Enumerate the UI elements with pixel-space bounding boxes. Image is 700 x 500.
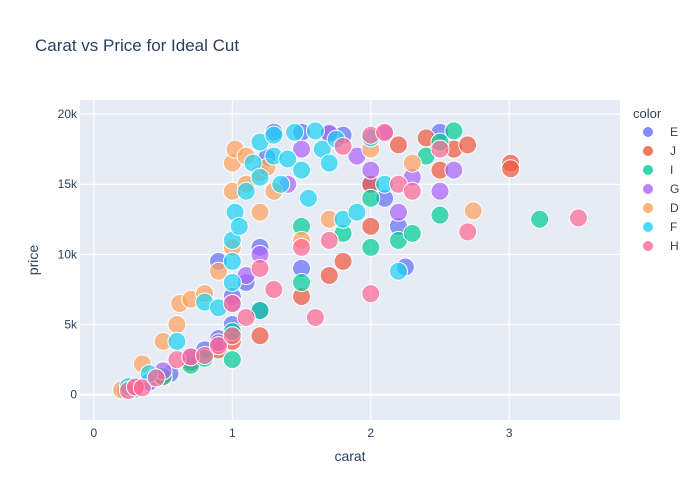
data-point-H[interactable]: [361, 284, 381, 304]
data-point-F[interactable]: [264, 125, 284, 145]
scatter-points[interactable]: [112, 121, 588, 401]
data-point-H[interactable]: [195, 345, 215, 365]
data-point-D[interactable]: [402, 153, 422, 173]
y-tick-label: 20k: [58, 107, 78, 121]
data-point-I[interactable]: [222, 350, 242, 370]
data-point-H[interactable]: [222, 294, 242, 314]
data-point-H[interactable]: [146, 368, 166, 388]
data-point-J[interactable]: [250, 326, 270, 346]
data-point-F[interactable]: [229, 216, 249, 236]
data-point-F[interactable]: [292, 160, 312, 180]
data-point-D[interactable]: [250, 202, 270, 222]
data-point-H[interactable]: [305, 308, 325, 328]
y-tick-label: 15k: [58, 177, 78, 191]
legend-label-F[interactable]: F: [670, 220, 677, 234]
chart-title: Carat vs Price for Ideal Cut: [35, 36, 239, 55]
data-point-I[interactable]: [530, 209, 550, 229]
data-point-F[interactable]: [305, 121, 325, 141]
data-point-D[interactable]: [463, 201, 483, 221]
data-point-J[interactable]: [388, 135, 408, 155]
data-point-H[interactable]: [292, 237, 312, 257]
legend-marker: [643, 165, 653, 175]
y-tick-label: 0: [70, 388, 77, 402]
data-point-J[interactable]: [501, 159, 521, 179]
x-tick-label: 1: [229, 426, 236, 440]
legend-marker: [643, 146, 653, 156]
data-point-D[interactable]: [167, 315, 187, 335]
x-axis-title: carat: [334, 448, 365, 464]
data-point-H[interactable]: [222, 326, 242, 346]
legend-label-I[interactable]: I: [670, 163, 673, 177]
legend-marker: [643, 184, 653, 194]
data-point-I[interactable]: [444, 121, 464, 141]
data-point-F[interactable]: [222, 272, 242, 292]
data-point-F[interactable]: [347, 202, 367, 222]
legend-marker: [643, 241, 653, 251]
data-point-F[interactable]: [250, 167, 270, 187]
data-point-I[interactable]: [361, 237, 381, 257]
data-point-H[interactable]: [236, 308, 256, 328]
y-axis-ticks: 0 5k 10k 15k 20k: [58, 107, 78, 402]
legend-title: color: [633, 106, 662, 121]
legend-marker: [643, 222, 653, 232]
data-point-G[interactable]: [388, 202, 408, 222]
data-point-F[interactable]: [285, 122, 305, 142]
legend-label-J[interactable]: J: [670, 144, 676, 158]
x-tick-label: 2: [367, 426, 374, 440]
data-point-H[interactable]: [458, 222, 478, 242]
data-point-H[interactable]: [430, 139, 450, 159]
data-point-G[interactable]: [430, 181, 450, 201]
data-point-G[interactable]: [292, 139, 312, 159]
x-tick-label: 3: [506, 426, 513, 440]
y-axis-title: price: [25, 245, 41, 276]
data-point-H[interactable]: [132, 378, 152, 398]
data-point-J[interactable]: [458, 135, 478, 155]
data-point-F[interactable]: [388, 261, 408, 281]
data-point-F[interactable]: [278, 149, 298, 169]
x-axis-ticks: 0 1 2 3: [91, 426, 513, 440]
y-tick-label: 5k: [64, 318, 78, 332]
data-point-G[interactable]: [444, 160, 464, 180]
data-point-F[interactable]: [222, 251, 242, 271]
data-point-H[interactable]: [568, 208, 588, 228]
data-point-H[interactable]: [375, 122, 395, 142]
legend-label-D[interactable]: D: [670, 201, 679, 215]
legend-marker: [643, 127, 653, 137]
data-point-J[interactable]: [319, 265, 339, 285]
data-point-H[interactable]: [208, 336, 228, 356]
data-point-J[interactable]: [361, 216, 381, 236]
data-point-D[interactable]: [208, 261, 228, 281]
data-point-H[interactable]: [264, 279, 284, 299]
data-point-F[interactable]: [298, 188, 318, 208]
data-point-H[interactable]: [402, 181, 422, 201]
legend-marker: [643, 203, 653, 213]
data-point-F[interactable]: [236, 181, 256, 201]
data-point-G[interactable]: [361, 160, 381, 180]
data-point-H[interactable]: [319, 230, 339, 250]
data-point-I[interactable]: [292, 272, 312, 292]
y-tick-label: 10k: [58, 247, 78, 261]
data-point-H[interactable]: [333, 136, 353, 156]
legend-label-E[interactable]: E: [670, 125, 678, 139]
x-tick-label: 0: [91, 426, 98, 440]
data-point-F[interactable]: [319, 153, 339, 173]
legend-label-G[interactable]: G: [670, 182, 679, 196]
data-point-J[interactable]: [333, 251, 353, 271]
data-point-F[interactable]: [167, 331, 187, 351]
data-point-I[interactable]: [402, 223, 422, 243]
data-point-H[interactable]: [250, 258, 270, 278]
data-point-I[interactable]: [361, 188, 381, 208]
data-point-F[interactable]: [271, 174, 291, 194]
legend-label-H[interactable]: H: [670, 239, 679, 253]
data-point-I[interactable]: [430, 205, 450, 225]
